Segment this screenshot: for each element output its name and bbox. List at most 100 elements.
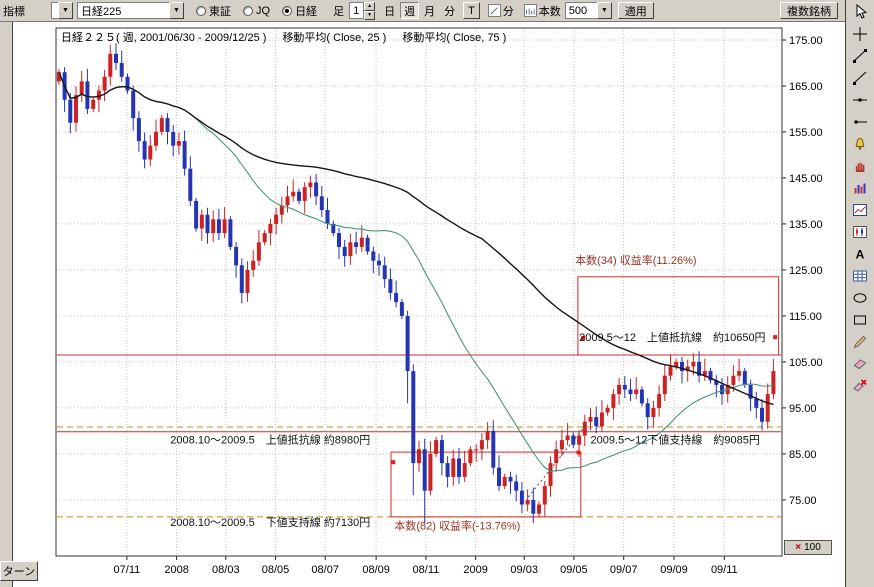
measurement-box[interactable] [390, 451, 582, 518]
chevron-down-icon[interactable]: ▼ [596, 2, 612, 19]
bar-count-value: 500 [564, 2, 597, 19]
symbol-select-value: 日経225 [77, 2, 169, 19]
measurement-dot[interactable] [773, 335, 778, 340]
mini-dropdown[interactable]: ▼ [51, 2, 73, 19]
exchange-radio-jq[interactable]: JQ [243, 5, 270, 17]
tool-hand-button[interactable] [850, 157, 870, 174]
candle-pattern-icon [853, 225, 867, 238]
period-week-button[interactable]: 週 [400, 2, 420, 19]
level-label: 2009.5～12下値支持線 約9085円 [591, 432, 760, 446]
y-axis-label: 175.00 [789, 35, 823, 47]
crosshair-icon [853, 26, 867, 41]
indicator-label: 指標 [3, 5, 25, 18]
tool-rectangle-button[interactable] [850, 311, 870, 328]
tool-cursor-button[interactable] [850, 3, 870, 20]
symbol-select[interactable]: 日経225 ▼ [77, 2, 184, 19]
text-icon: A [856, 247, 865, 261]
chart-title-row: 日経２２５( 週, 2001/06/30 - 2009/12/25 ) 移動平均… [61, 29, 506, 45]
tool-mini-chart-button[interactable] [850, 201, 870, 218]
measurement-dot[interactable] [391, 460, 396, 465]
minute-label: 分 [502, 5, 514, 18]
x-axis-label: 09/05 [560, 564, 588, 576]
pattern-button[interactable]: ターン [0, 561, 38, 581]
spin-down-icon[interactable]: ▼ [364, 11, 376, 20]
x-axis-label: 09/03 [510, 564, 538, 576]
tool-crosshair-button[interactable] [850, 25, 870, 42]
measurement-box[interactable] [577, 276, 780, 356]
radio-label: JQ [256, 4, 271, 17]
radio-off-icon [196, 5, 206, 16]
tool-text-button[interactable]: A [850, 245, 870, 262]
top-toolbar: 指標 ▼ 日経225 ▼ 東証 JQ 日経 足 1 ▲ ▼ 日週月分 T 分 本数 5… [0, 0, 845, 22]
tool-volume-bars-button[interactable] [850, 179, 870, 196]
rectangle-icon [854, 315, 866, 324]
tool-eraser-button[interactable] [850, 355, 870, 372]
axis-multiplier-badge: × 100 [784, 540, 832, 555]
exchange-radio-tosho[interactable]: 東証 [196, 3, 231, 19]
x-axis-label: 09/11 [711, 564, 738, 576]
exchange-radio-group: 東証 JQ 日経 [184, 3, 317, 19]
x-axis-label: 09/07 [610, 564, 638, 576]
hand-icon [855, 162, 865, 172]
bar-type-label: 足 [333, 5, 345, 18]
interval-stepper[interactable]: 1 ▲ ▼ [349, 2, 376, 20]
tool-grid-button[interactable] [850, 267, 870, 284]
y-axis-label: 95.00 [789, 403, 817, 415]
period-button-group: 日週月分 [380, 2, 460, 19]
ray-line-icon [853, 71, 867, 85]
price-chart[interactable]: 175.00 165.00 155.00 145.00 135.00 125.00 115.… [13, 22, 846, 587]
multiplier-value: 100 [804, 542, 821, 553]
x-axis-label: 2008 [164, 564, 188, 576]
minute-chart-icon[interactable] [487, 4, 501, 17]
period-month-button[interactable]: 月 [420, 2, 440, 19]
x-axis-label: 2009 [463, 564, 487, 576]
tick-button[interactable]: T [463, 2, 480, 19]
candlesticks [56, 43, 776, 523]
multiplier-sign: × [795, 542, 802, 553]
x-axis-label: 08/07 [311, 564, 339, 576]
trend-segment[interactable] [527, 424, 587, 498]
period-day-button[interactable]: 日 [380, 2, 400, 19]
apply-button[interactable]: 適用 [617, 2, 654, 19]
tool-half-line-button[interactable] [850, 113, 870, 130]
y-axis-label: 105.00 [789, 357, 823, 369]
exchange-radio-nikkei[interactable]: 日経 [282, 3, 317, 19]
tool-alert-bell-button[interactable] [850, 135, 870, 152]
chart-title: 日経２２５( 週, 2001/06/30 - 2009/12/25 ) [61, 32, 267, 44]
bar-count-icon[interactable] [523, 4, 537, 17]
chevron-down-icon[interactable]: ▼ [58, 2, 73, 19]
period-minute-button[interactable]: 分 [440, 2, 460, 19]
volume-bars-icon [854, 183, 866, 193]
tool-pencil-button[interactable] [850, 333, 870, 350]
y-axis-label: 125.00 [789, 265, 823, 277]
x-axis-label: 08/03 [212, 564, 240, 576]
multi-symbol-button[interactable]: 複数銘柄 [780, 2, 838, 19]
bar-count-select[interactable]: 500 ▼ [564, 2, 612, 19]
measurement-dot[interactable] [581, 336, 586, 340]
chevron-down-icon[interactable]: ▼ [169, 2, 184, 19]
interval-value: 1 [349, 2, 365, 19]
horizontal-line-icon [853, 98, 867, 101]
x-axis-label: 08/11 [413, 564, 440, 576]
tool-eraser-all-button[interactable] [850, 377, 870, 394]
level-label: 2009.5～12 上値抵抗線 約10650円 [579, 330, 765, 344]
bar-count-label: 本数 [538, 5, 561, 18]
measurement-label: 本数(82) 収益率(-13.76%) [394, 518, 520, 532]
ellipse-icon [853, 292, 867, 303]
radio-label: 東証 [209, 5, 231, 18]
alert-bell-icon [855, 137, 865, 149]
tool-horizontal-line-button[interactable] [850, 91, 870, 108]
tool-trend-line-button[interactable] [850, 47, 870, 64]
tool-ellipse-button[interactable] [850, 289, 870, 306]
radio-label: 日経 [295, 5, 318, 18]
chart-panel: 175.00 165.00 155.00 145.00 135.00 125.00 115.… [12, 22, 845, 587]
eraser-icon [853, 358, 867, 369]
plot-frame [55, 27, 783, 557]
x-axis-label: 07/11 [114, 564, 141, 576]
measurement-dot[interactable] [576, 450, 581, 455]
tool-ray-line-button[interactable] [850, 69, 870, 86]
tool-candle-pattern-button[interactable] [850, 223, 870, 240]
grid-icon [853, 270, 867, 281]
x-axis-label: 08/05 [262, 564, 290, 576]
spin-up-icon[interactable]: ▲ [364, 2, 376, 11]
